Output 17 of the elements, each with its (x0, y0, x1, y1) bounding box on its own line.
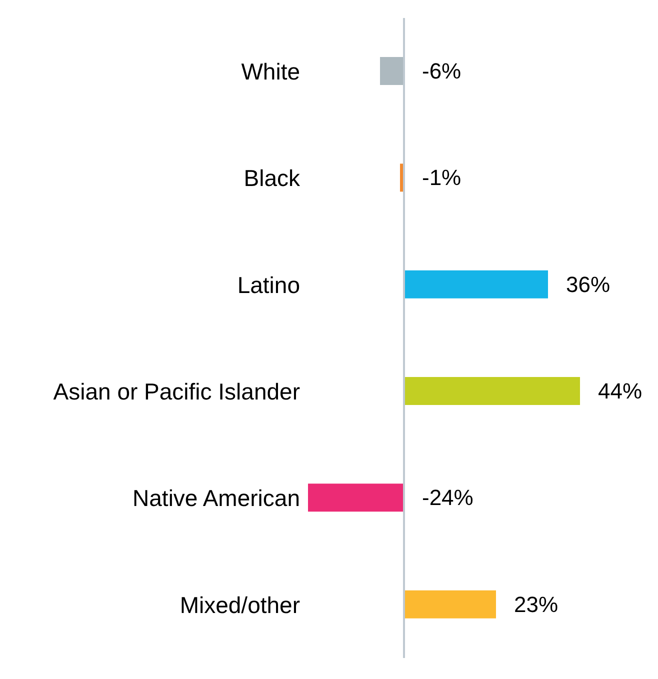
y-tick-label: Native American (132, 485, 300, 512)
data-label: -6% (422, 58, 462, 84)
data-label: 23% (514, 592, 558, 617)
y-tick-label: White (241, 58, 300, 84)
bar (308, 484, 404, 512)
data-label: 36% (566, 272, 610, 297)
bar (404, 590, 496, 618)
data-label: -24% (422, 485, 474, 510)
bar (404, 377, 580, 405)
data-label: 44% (598, 378, 642, 404)
bar (380, 57, 404, 85)
y-tick-label: Asian or Pacific Islander (53, 378, 300, 404)
y-tick-label: Mixed/other (180, 592, 300, 618)
y-tick-label: Latino (237, 272, 300, 298)
data-label: -1% (422, 165, 462, 190)
bar (404, 270, 548, 298)
y-tick-label: Black (244, 165, 300, 192)
